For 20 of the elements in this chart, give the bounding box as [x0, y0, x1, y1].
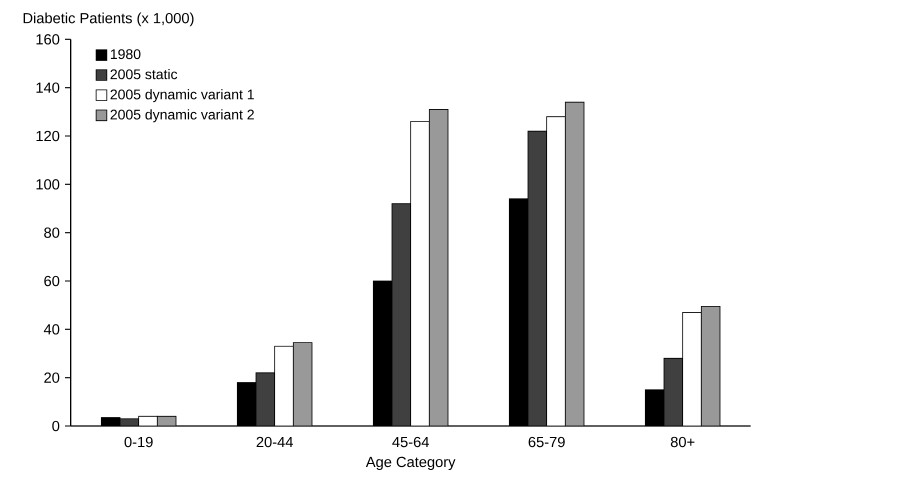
y-tick-label: 160: [36, 34, 60, 45]
y-tick-label: 80: [44, 227, 60, 238]
y-axis-title: Diabetic Patients (x 1,000): [24, 12, 194, 26]
x-tick-label: 45-64: [392, 436, 429, 448]
y-tick-label: 20: [44, 372, 60, 383]
y-tick-label: 40: [44, 324, 60, 335]
y-tick-label: 100: [36, 179, 60, 190]
x-tick-label: 65-79: [528, 436, 565, 448]
y-tick-label: 0: [52, 420, 60, 432]
x-tick-label: 0-19: [124, 436, 153, 448]
legend-label: 2005 dynamic variant 1: [110, 89, 254, 102]
legend-label: 2005 dynamic variant 2: [110, 109, 254, 122]
legend-label: 2005 static: [110, 68, 178, 80]
x-tick-label: 80+: [670, 436, 694, 448]
y-tick-label: 140: [36, 82, 60, 93]
legend-label: 1980: [110, 49, 140, 60]
x-tick-label: 20-44: [256, 436, 293, 448]
y-tick-label: 120: [36, 130, 60, 142]
x-axis-title: Age Category: [366, 456, 456, 470]
y-tick-label: 60: [44, 276, 60, 286]
